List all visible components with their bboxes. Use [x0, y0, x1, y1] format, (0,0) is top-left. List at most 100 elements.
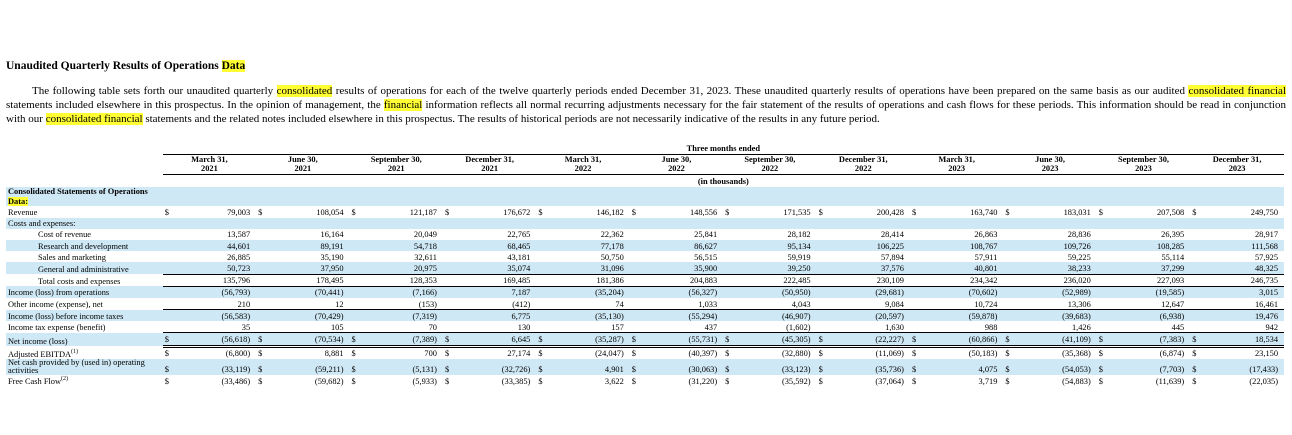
currency-sign: [629, 239, 646, 252]
cell-value: (59,211): [272, 358, 350, 375]
cell-value: 246,735: [1206, 274, 1284, 287]
cell-value: 249,750: [1250, 208, 1278, 218]
currency-sign: [1190, 229, 1206, 240]
spacer: [6, 155, 163, 175]
currency-sign: $: [536, 358, 553, 375]
currency-sign: $: [1190, 332, 1207, 348]
currency-sign: $: [1005, 208, 1010, 218]
column-header-line: 2023: [1135, 164, 1152, 174]
cell-value: 95,134: [739, 239, 817, 252]
cell-value: 135,796: [178, 274, 257, 287]
currency-sign: [723, 239, 740, 252]
currency-sign: [162, 297, 179, 311]
cell-value: (30,063): [645, 358, 724, 375]
cell-value: 1,630: [832, 321, 910, 334]
currency-sign: [1096, 262, 1113, 275]
cell-value: (35,204): [552, 286, 630, 298]
currency-sign: [629, 262, 646, 275]
cell-value: 79,003: [227, 208, 251, 218]
cell-value: 148,556: [689, 208, 718, 218]
currency-sign: [723, 297, 740, 311]
currency-sign: [256, 321, 273, 334]
cell-value: 43,181: [507, 252, 531, 262]
currency-sign: [162, 286, 179, 298]
currency-sign: [723, 321, 740, 334]
cell-value: 942: [1206, 321, 1284, 334]
column-header-line: 2021: [201, 164, 218, 174]
currency-sign: $: [256, 332, 273, 348]
currency-sign: [723, 309, 740, 322]
currency-sign: [723, 274, 740, 287]
currency-sign: $: [256, 358, 273, 375]
text-segment: information reflects all normal recurrin…: [6, 99, 1286, 125]
cell-value: 25,841: [694, 230, 718, 240]
row-label-text: Income tax expense (benefit): [8, 323, 106, 333]
currency-sign: [816, 274, 833, 287]
row-label-text: Cost of revenue: [38, 230, 92, 240]
row-label-text: Net income (loss): [8, 336, 68, 346]
cell-value: (70,602): [926, 286, 1004, 298]
cell-value: 35,074: [459, 262, 537, 275]
column-header-line: 2022: [854, 164, 872, 174]
cell-value: (6,938): [1112, 309, 1191, 322]
currency-sign: $: [1098, 349, 1103, 359]
cell-value: 7,187: [459, 286, 537, 298]
cell-value: (60,866): [926, 332, 1004, 348]
results-table: Three months ended March 31, 2021 June 30, 2…: [6, 142, 1284, 386]
currency-sign: [350, 251, 366, 262]
row-label: Income (loss) before income taxes: [6, 309, 163, 322]
currency-sign: $: [349, 358, 366, 375]
currency-sign: [909, 239, 927, 252]
cell-value: (17,433): [1206, 358, 1284, 375]
currency-sign: [1096, 321, 1113, 334]
cell-value: (56,583): [178, 309, 257, 322]
row-label-text: Net cash provided by (used in) operating…: [8, 357, 145, 375]
cell-value: 54,718: [365, 239, 443, 252]
currency-sign: $: [1192, 208, 1197, 218]
cell-value: (46,907): [739, 309, 817, 322]
currency-sign: $: [818, 349, 823, 359]
row-label: Cost of revenue: [6, 229, 163, 240]
cell-value: 108,285: [1112, 239, 1191, 252]
cell-value: 4,901: [552, 358, 630, 375]
cell-value: (11,639): [1155, 376, 1185, 386]
currency-sign: [256, 309, 273, 322]
row-label-text: General and administrative: [38, 264, 129, 274]
cell-value: 55,114: [1161, 252, 1185, 262]
highlighted-text: Data:: [8, 196, 29, 206]
cell-value: (33,486): [221, 376, 251, 386]
currency-sign: $: [1192, 376, 1197, 386]
cell-value: 108,054: [316, 208, 344, 218]
cell-value: 16,461: [1206, 297, 1284, 311]
currency-sign: [909, 309, 927, 322]
cell-value: 176,672: [503, 208, 531, 218]
row-label: General and administrative: [6, 262, 163, 274]
currency-sign: [536, 251, 552, 262]
cell-value: (56,618): [178, 332, 257, 348]
column-header-line: September 30,: [744, 155, 796, 165]
currency-sign: [256, 286, 273, 298]
currency-sign: $: [538, 376, 543, 386]
currency-sign: [349, 309, 366, 322]
cell-value: (20,597): [832, 309, 910, 322]
cell-value: (52,989): [1019, 286, 1097, 298]
currency-sign: [629, 297, 646, 311]
currency-sign: [909, 321, 927, 334]
cell-value: 39,250: [739, 262, 817, 275]
cell-value: 171,535: [783, 208, 811, 218]
cell-value: 37,576: [832, 262, 910, 275]
row-label-text: Income (loss) from operations: [8, 288, 110, 298]
currency-sign: [536, 286, 553, 298]
cell-value: 22,765: [507, 230, 531, 240]
currency-sign: [536, 229, 552, 240]
cell-value: (24,047): [595, 349, 624, 359]
row-label-text: Adjusted EBITDA: [8, 349, 72, 359]
group-header: Three months ended: [162, 142, 1284, 156]
text-segment: results of operations for each of the tw…: [332, 85, 1189, 97]
cell-value: 200,428: [876, 208, 904, 218]
column-header: June 30, 2022: [629, 154, 724, 176]
cell-value: 16,164: [320, 230, 344, 240]
currency-sign: [1003, 239, 1020, 252]
currency-sign: [350, 229, 366, 240]
currency-sign: [162, 321, 179, 334]
